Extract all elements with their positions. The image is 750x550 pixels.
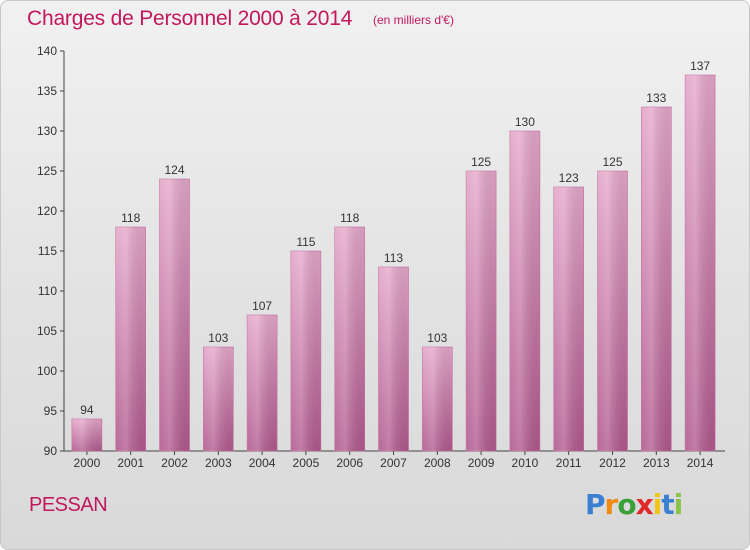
value-label: 118 (340, 211, 359, 225)
y-tick-label: 95 (44, 404, 58, 418)
logo-letter: i (673, 488, 684, 521)
x-tick-label: 2003 (205, 456, 232, 470)
value-label: 125 (602, 155, 622, 169)
value-label: 137 (690, 59, 710, 73)
bar-shine (553, 187, 584, 451)
bar-shine (466, 171, 497, 451)
value-label: 133 (646, 91, 666, 105)
value-label: 130 (515, 115, 535, 129)
y-tick-label: 135 (37, 84, 57, 98)
bar-shine (115, 227, 146, 451)
x-tick-label: 2011 (556, 456, 582, 470)
x-tick-label: 2012 (599, 456, 626, 470)
bar-shine (378, 267, 409, 451)
logo-letter: i (652, 488, 663, 521)
x-tick-label: 2005 (293, 456, 320, 470)
bar-shine (422, 347, 453, 451)
y-tick-label: 115 (38, 244, 57, 258)
y-tick-label: 110 (38, 284, 57, 298)
bar-shine (290, 251, 321, 451)
value-label: 123 (559, 171, 579, 185)
value-label: 115 (296, 235, 315, 249)
y-tick-label: 100 (37, 364, 57, 378)
bar-shine (509, 131, 540, 451)
value-label: 124 (164, 163, 184, 177)
x-tick-label: 2009 (468, 456, 495, 470)
town-name: PESSAN (29, 494, 108, 516)
x-tick-label: 2000 (74, 456, 101, 470)
bar-shine (71, 419, 102, 451)
chart-title: Charges de Personnel 2000 à 2014 (27, 7, 353, 30)
x-tick-label: 2007 (380, 456, 407, 470)
x-tick-label: 2013 (643, 456, 670, 470)
x-tick-label: 2001 (117, 456, 144, 470)
chart-subtitle: (en milliers d'€) (373, 13, 454, 27)
x-tick-label: 2008 (424, 456, 451, 470)
logo-letter: t (661, 488, 674, 521)
bar-shine (597, 171, 628, 451)
value-label: 107 (252, 299, 272, 313)
bars (71, 74, 716, 452)
value-label: 118 (121, 211, 140, 225)
value-label: 103 (427, 331, 447, 345)
bar-shine (247, 315, 278, 451)
x-tick-label: 2014 (687, 456, 714, 470)
logo-letter: x (635, 488, 654, 521)
logo-letter: o (617, 488, 636, 521)
value-label: 103 (208, 331, 228, 345)
y-tick-label: 105 (37, 324, 57, 338)
bar-shine (685, 75, 716, 451)
x-tick-label: 2010 (512, 456, 539, 470)
x-tick-label: 2002 (161, 456, 188, 470)
bar-shine (159, 179, 190, 451)
value-label: 113 (384, 251, 403, 265)
value-label: 94 (80, 403, 94, 417)
y-tick-label: 90 (44, 444, 58, 458)
y-tick-label: 130 (37, 124, 57, 138)
bar-shine (334, 227, 365, 451)
y-tick-label: 120 (37, 204, 57, 218)
x-tick-label: 2006 (336, 456, 363, 470)
logo-letter: r (604, 488, 619, 521)
y-tick-label: 140 (37, 44, 57, 58)
y-tick-label: 125 (37, 164, 57, 178)
logo-letter: P (585, 488, 606, 521)
x-tick-label: 2004 (249, 456, 276, 470)
bar-shine (203, 347, 234, 451)
value-label: 125 (471, 155, 491, 169)
value-labels: 94 118 124 103 107 115 118 113 103 125 130 123 125 13… (80, 59, 710, 417)
bar-shine (641, 107, 672, 451)
proxiti-logo: Proxiti (585, 488, 684, 521)
